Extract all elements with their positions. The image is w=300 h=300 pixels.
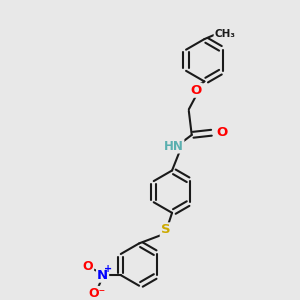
Text: O⁻: O⁻ <box>89 287 106 300</box>
Text: +: + <box>104 264 112 274</box>
Text: O: O <box>217 126 228 139</box>
Text: CH₃: CH₃ <box>214 29 236 39</box>
Text: HN: HN <box>164 140 184 153</box>
Text: S: S <box>161 224 170 236</box>
Text: O: O <box>82 260 93 273</box>
Text: N: N <box>97 268 108 282</box>
Text: O: O <box>190 84 202 97</box>
